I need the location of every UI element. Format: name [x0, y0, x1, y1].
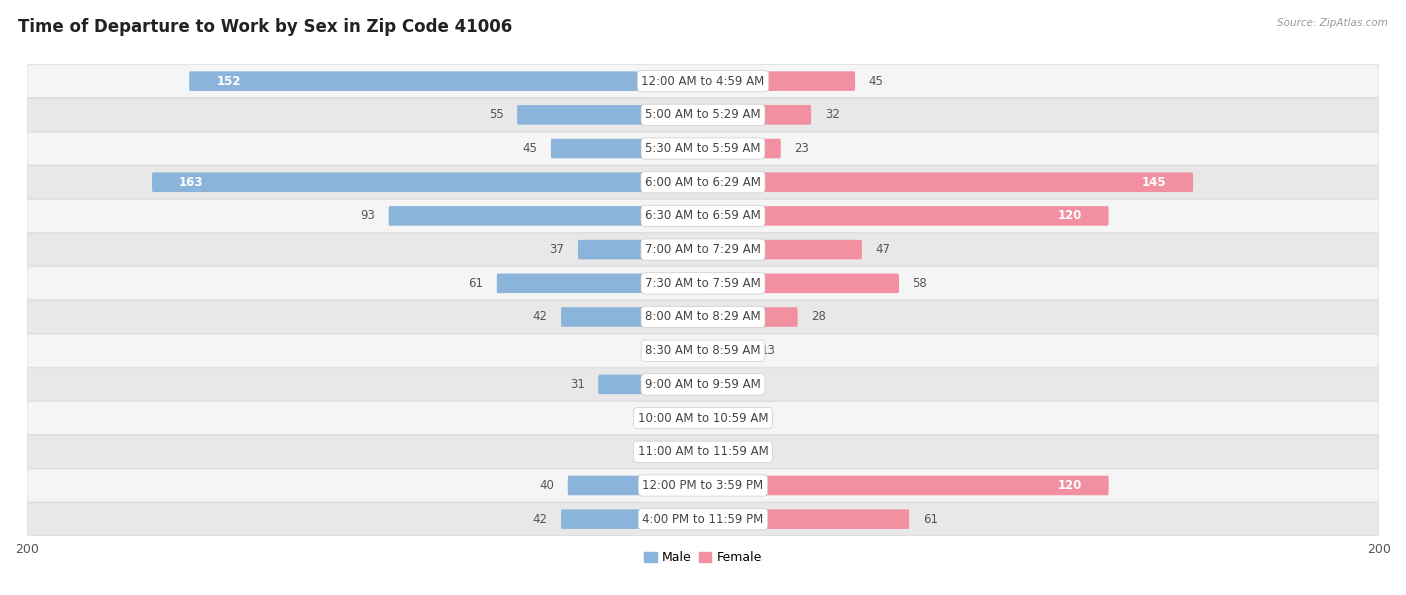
Text: 0: 0	[682, 445, 689, 458]
Text: 45: 45	[523, 142, 537, 155]
FancyBboxPatch shape	[598, 375, 703, 394]
FancyBboxPatch shape	[27, 436, 1379, 468]
FancyBboxPatch shape	[703, 475, 1109, 495]
FancyBboxPatch shape	[517, 105, 703, 124]
Text: 9:00 AM to 9:59 AM: 9:00 AM to 9:59 AM	[645, 378, 761, 391]
Text: 8:00 AM to 8:29 AM: 8:00 AM to 8:29 AM	[645, 311, 761, 324]
Text: 1: 1	[720, 445, 727, 458]
FancyBboxPatch shape	[27, 402, 1379, 434]
FancyBboxPatch shape	[27, 300, 1379, 334]
FancyBboxPatch shape	[703, 105, 811, 124]
Text: 45: 45	[869, 74, 883, 87]
FancyBboxPatch shape	[551, 139, 703, 158]
Text: 7:00 AM to 7:29 AM: 7:00 AM to 7:29 AM	[645, 243, 761, 256]
Text: 163: 163	[179, 176, 204, 189]
FancyBboxPatch shape	[703, 206, 1109, 226]
Text: 11:00 AM to 11:59 AM: 11:00 AM to 11:59 AM	[638, 445, 768, 458]
Text: 0: 0	[682, 344, 689, 357]
Text: 3: 3	[727, 412, 734, 425]
Text: 42: 42	[533, 513, 547, 525]
Text: 0: 0	[682, 412, 689, 425]
Text: 8:30 AM to 8:59 AM: 8:30 AM to 8:59 AM	[645, 344, 761, 357]
Text: 152: 152	[217, 74, 240, 87]
FancyBboxPatch shape	[27, 165, 1379, 199]
FancyBboxPatch shape	[496, 274, 703, 293]
FancyBboxPatch shape	[27, 503, 1379, 536]
Text: Source: ZipAtlas.com: Source: ZipAtlas.com	[1277, 18, 1388, 28]
FancyBboxPatch shape	[152, 173, 703, 192]
Text: 58: 58	[912, 277, 928, 290]
FancyBboxPatch shape	[388, 206, 703, 226]
Text: 61: 61	[468, 277, 484, 290]
FancyBboxPatch shape	[27, 334, 1379, 367]
Text: 12:00 AM to 4:59 AM: 12:00 AM to 4:59 AM	[641, 74, 765, 87]
Text: 42: 42	[533, 311, 547, 324]
FancyBboxPatch shape	[27, 267, 1379, 300]
Text: 13: 13	[761, 344, 775, 357]
FancyBboxPatch shape	[561, 307, 703, 327]
FancyBboxPatch shape	[703, 274, 898, 293]
Text: 7:30 AM to 7:59 AM: 7:30 AM to 7:59 AM	[645, 277, 761, 290]
Text: 28: 28	[811, 311, 827, 324]
FancyBboxPatch shape	[561, 509, 703, 529]
Text: 31: 31	[569, 378, 585, 391]
Text: Time of Departure to Work by Sex in Zip Code 41006: Time of Departure to Work by Sex in Zip …	[18, 18, 513, 36]
FancyBboxPatch shape	[703, 173, 1194, 192]
FancyBboxPatch shape	[703, 240, 862, 259]
Text: 120: 120	[1057, 479, 1081, 492]
Text: 5:30 AM to 5:59 AM: 5:30 AM to 5:59 AM	[645, 142, 761, 155]
Text: 93: 93	[360, 209, 375, 223]
FancyBboxPatch shape	[27, 233, 1379, 266]
Text: 55: 55	[489, 108, 503, 121]
FancyBboxPatch shape	[190, 71, 703, 91]
Text: 6:30 AM to 6:59 AM: 6:30 AM to 6:59 AM	[645, 209, 761, 223]
FancyBboxPatch shape	[27, 199, 1379, 233]
FancyBboxPatch shape	[703, 509, 910, 529]
Text: 32: 32	[825, 108, 839, 121]
Text: 40: 40	[540, 479, 554, 492]
Text: 12:00 PM to 3:59 PM: 12:00 PM to 3:59 PM	[643, 479, 763, 492]
FancyBboxPatch shape	[27, 132, 1379, 165]
FancyBboxPatch shape	[27, 65, 1379, 98]
FancyBboxPatch shape	[578, 240, 703, 259]
FancyBboxPatch shape	[27, 98, 1379, 131]
FancyBboxPatch shape	[703, 408, 713, 428]
Legend: Male, Female: Male, Female	[640, 546, 766, 569]
Text: 8: 8	[744, 378, 751, 391]
Text: 120: 120	[1057, 209, 1081, 223]
FancyBboxPatch shape	[27, 368, 1379, 401]
Text: 10:00 AM to 10:59 AM: 10:00 AM to 10:59 AM	[638, 412, 768, 425]
Text: 47: 47	[876, 243, 890, 256]
FancyBboxPatch shape	[703, 341, 747, 361]
FancyBboxPatch shape	[703, 442, 706, 462]
Text: 5:00 AM to 5:29 AM: 5:00 AM to 5:29 AM	[645, 108, 761, 121]
Text: 23: 23	[794, 142, 808, 155]
Text: 37: 37	[550, 243, 564, 256]
Text: 61: 61	[922, 513, 938, 525]
FancyBboxPatch shape	[703, 307, 797, 327]
FancyBboxPatch shape	[703, 375, 730, 394]
FancyBboxPatch shape	[703, 71, 855, 91]
Text: 6:00 AM to 6:29 AM: 6:00 AM to 6:29 AM	[645, 176, 761, 189]
FancyBboxPatch shape	[568, 475, 703, 495]
Text: 4:00 PM to 11:59 PM: 4:00 PM to 11:59 PM	[643, 513, 763, 525]
Text: 145: 145	[1142, 176, 1166, 189]
FancyBboxPatch shape	[703, 139, 780, 158]
FancyBboxPatch shape	[27, 469, 1379, 502]
